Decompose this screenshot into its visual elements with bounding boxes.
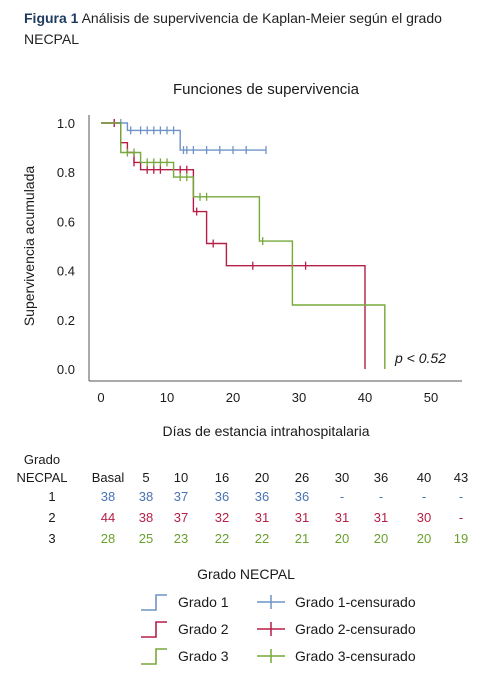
risk-table-cell: 32: [214, 510, 230, 525]
legend-step-icon: [141, 648, 167, 665]
legend-item-label: Grado 3: [178, 648, 229, 664]
risk-table-header-label: NECPAL: [16, 470, 68, 485]
risk-table-column-header: 30: [334, 470, 350, 485]
risk-table-cell: -: [421, 489, 427, 504]
km-chart: Funciones de supervivencia Supervivencia…: [21, 81, 462, 439]
risk-table-cell: 20: [334, 531, 350, 546]
survival-curve-grado-2: [101, 122, 366, 369]
risk-table-cell: 22: [214, 531, 230, 546]
legend-step-line: [141, 648, 167, 665]
risk-table-cell: 30: [416, 510, 432, 525]
legend-censored-icon: [257, 649, 285, 663]
legend-censored-label: Grado 1-censurado: [295, 594, 416, 610]
risk-table-column-header: 20: [254, 470, 270, 485]
risk-table-cell: 37: [173, 510, 189, 525]
legend-step-line: [141, 594, 167, 611]
risk-table-cell: -: [458, 489, 464, 504]
series-layer: [101, 119, 386, 369]
risk-table-column-header: 26: [294, 470, 310, 485]
risk-table-cell: 38: [100, 489, 116, 504]
risk-table-cell: 31: [254, 510, 270, 525]
risk-table-cell: 19: [453, 531, 469, 546]
survival-curve-grado-3: [101, 122, 386, 369]
risk-table-header-label: Grado: [23, 452, 61, 467]
risk-table-column-header: 16: [214, 470, 230, 485]
risk-table-cell: -: [378, 489, 384, 504]
survival-curve-grado-1: [101, 122, 266, 151]
risk-table-row-label: 2: [48, 510, 56, 525]
x-tick-label: 20: [226, 390, 240, 405]
chart-axes: 0 10 20 30 40 50 0.0 0.2 0.4 0.6 0.8 1.0: [57, 115, 462, 405]
risk-table-cell: 37: [173, 489, 189, 504]
y-axis-label: Supervivencia acumulada: [21, 166, 37, 327]
legend-item-label: Grado 1: [178, 594, 229, 610]
y-tick-label: 0.2: [57, 313, 75, 328]
risk-table-row-label: 3: [48, 531, 56, 546]
x-tick-label: 30: [292, 390, 306, 405]
legend-censored-icon: [257, 595, 285, 609]
risk-table-column-header: 10: [173, 470, 189, 485]
risk-table-column-header: 40: [416, 470, 432, 485]
x-tick-label: 50: [424, 390, 438, 405]
risk-table-cell: 20: [416, 531, 432, 546]
risk-table-cell: -: [458, 510, 464, 525]
x-tick-label: 40: [358, 390, 372, 405]
risk-table-column-header: 36: [373, 470, 389, 485]
risk-table-cell: 25: [138, 531, 154, 546]
legend-step-icon: [141, 594, 167, 611]
risk-table-cell: 38: [138, 489, 154, 504]
y-tick-label: 0.8: [57, 165, 75, 180]
risk-table-cell: 28: [100, 531, 116, 546]
legend-title: Grado NECPAL: [197, 566, 295, 582]
figure-caption: Figura 1 Análisis de supervivencia de Ka…: [24, 8, 474, 50]
risk-table-cell: 36: [294, 489, 310, 504]
figure-label: Figura 1: [24, 10, 79, 26]
legend-censored-icon: [257, 622, 285, 636]
series-3: [101, 122, 386, 369]
risk-table-cell: 21: [294, 531, 310, 546]
y-tick-label: 0.0: [57, 362, 75, 377]
x-tick-label: 10: [160, 390, 174, 405]
risk-table-cell: 31: [294, 510, 310, 525]
risk-table-cell: 31: [373, 510, 389, 525]
legend-step-line: [141, 621, 167, 638]
risk-table-cell: -: [339, 489, 345, 504]
risk-table-cell: 22: [254, 531, 270, 546]
p-value-annotation: p < 0.52: [394, 350, 446, 366]
risk-table-cell: 36: [214, 489, 230, 504]
risk-table-cell: 20: [373, 531, 389, 546]
figure-caption-text: Análisis de supervivencia de Kaplan-Meie…: [24, 10, 442, 47]
risk-table-cell: 23: [173, 531, 189, 546]
risk-table-cell: 31: [334, 510, 350, 525]
risk-table-column-header: 5: [142, 470, 150, 485]
y-tick-label: 0.4: [57, 264, 75, 279]
x-tick-label: 0: [97, 390, 104, 405]
legend-step-icon: [141, 621, 167, 638]
x-axis-label: Días de estancia intrahospitalaria: [162, 423, 369, 439]
chart-title: Funciones de supervivencia: [173, 81, 360, 98]
series-1: [101, 119, 267, 155]
risk-table-cell: 44: [100, 510, 116, 525]
risk-table-cell: 38: [138, 510, 154, 525]
risk-table-column-header: Basal: [91, 470, 125, 485]
legend-censored-label: Grado 3-censurado: [295, 648, 416, 664]
y-tick-label: 0.6: [57, 214, 75, 229]
y-tick-label: 1.0: [57, 116, 75, 131]
risk-table-row-label: 1: [48, 489, 56, 504]
legend-item-label: Grado 2: [178, 621, 229, 637]
risk-table-cell: 36: [254, 489, 270, 504]
risk-table: Grado NECPAL Basal 5 10 16 20 26 30 36 40 43 1 38 38 37…: [0, 448, 492, 558]
risk-table-column-header: 43: [453, 470, 469, 485]
legend: Grado NECPAL Grado 1 Grado 2 Grado 3 Grado …: [0, 560, 492, 680]
legend-censored-label: Grado 2-censurado: [295, 621, 416, 637]
